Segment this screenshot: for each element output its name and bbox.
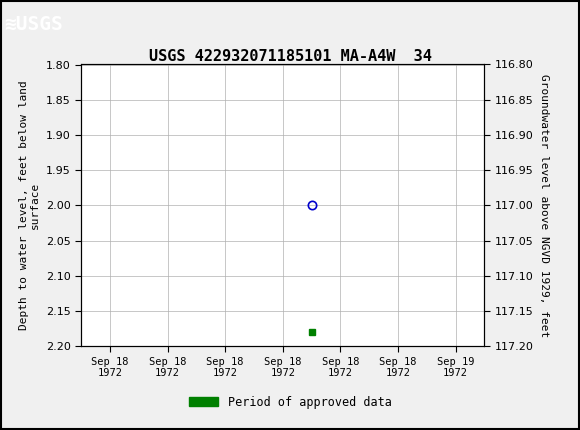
- Legend: Period of approved data: Period of approved data: [184, 391, 396, 413]
- Text: ≋USGS: ≋USGS: [5, 15, 63, 34]
- Text: USGS 422932071185101 MA-A4W  34: USGS 422932071185101 MA-A4W 34: [148, 49, 432, 64]
- Y-axis label: Groundwater level above NGVD 1929, feet: Groundwater level above NGVD 1929, feet: [539, 74, 549, 337]
- Y-axis label: Depth to water level, feet below land
surface: Depth to water level, feet below land su…: [19, 80, 41, 330]
